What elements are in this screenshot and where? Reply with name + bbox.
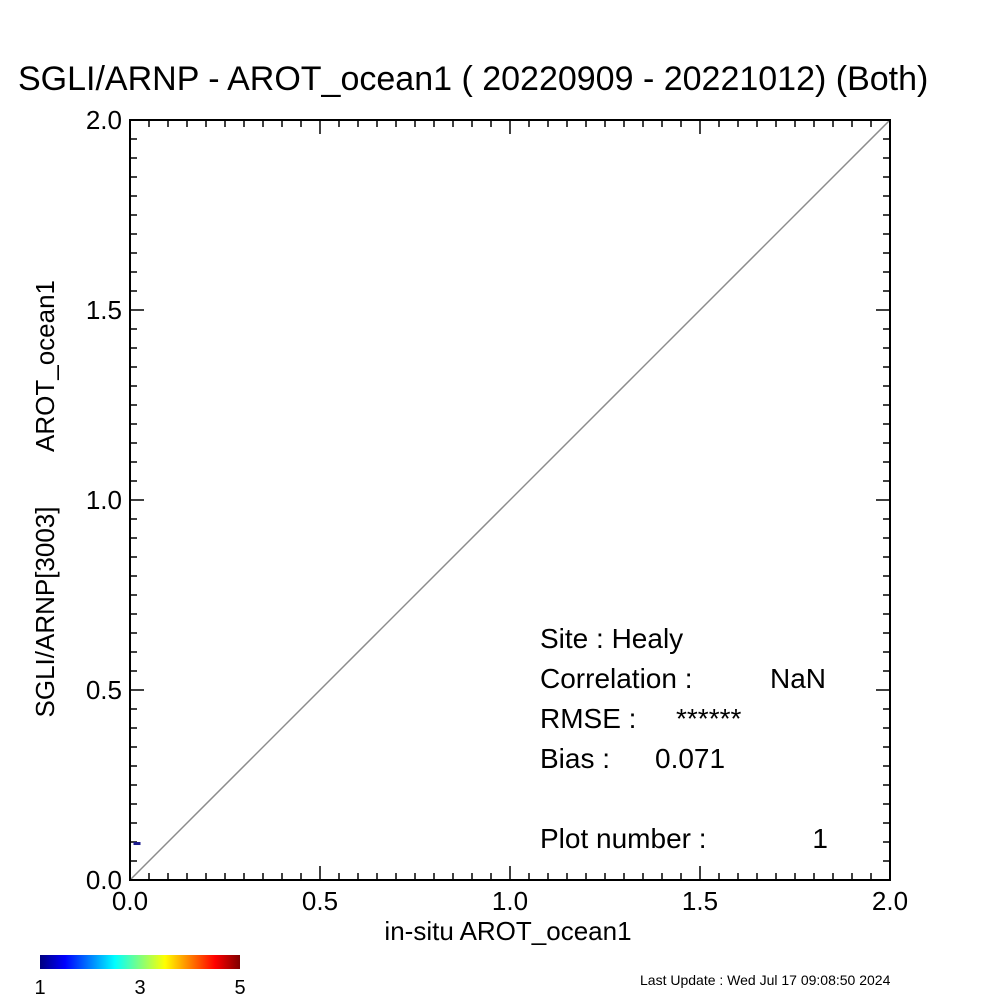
colorbar	[40, 955, 240, 969]
colorbar-mid-label: 3	[134, 977, 145, 999]
x-tick-label: 1.5	[682, 886, 718, 916]
last-update-text: Last Update : Wed Jul 17 09:08:50 2024	[640, 972, 891, 988]
stats-plot-number-label: Plot number :	[540, 823, 707, 854]
y-tick-label: 2.0	[86, 105, 122, 135]
chart-title: SGLI/ARNP - AROT_ocean1 ( 20220909 - 202…	[18, 60, 928, 98]
data-points	[133, 842, 141, 846]
stats-rmse-value: ******	[676, 703, 741, 734]
y-tick-label: 1.0	[86, 485, 122, 515]
x-tick-label: 0.5	[302, 886, 338, 916]
x-axis-label: in-situ AROT_ocean1	[384, 916, 631, 946]
y-tick-label: 1.5	[86, 295, 122, 325]
stats-annotation: Site : Healy Correlation : NaN RMSE : **…	[540, 623, 828, 854]
y-tick-labels: 0.0 0.5 1.0 1.5 2.0	[86, 105, 122, 895]
colorbar-max-label: 5	[234, 977, 245, 999]
stats-correlation-value: NaN	[770, 663, 826, 694]
data-point	[133, 842, 141, 846]
axis-ticks	[129, 119, 891, 881]
y-tick-label: 0.0	[86, 865, 122, 895]
stats-plot-number-value: 1	[812, 823, 828, 854]
one-to-one-reference-line	[129, 119, 891, 881]
x-tick-label: 0.0	[112, 886, 148, 916]
stats-bias-label: Bias :	[540, 743, 610, 774]
y-axis-label-line1: SGLI/ARNP[3003]	[30, 507, 60, 718]
colorbar-min-label: 1	[34, 977, 45, 999]
y-axis-label-line2: AROT_ocean1	[30, 280, 60, 452]
plot-frame	[129, 119, 891, 881]
stats-site: Site : Healy	[540, 623, 683, 654]
x-tick-labels: 0.0 0.5 1.0 1.5 2.0	[112, 886, 908, 916]
stats-bias-value: 0.071	[655, 743, 725, 774]
y-tick-label: 0.5	[86, 675, 122, 705]
x-tick-label: 1.0	[492, 886, 528, 916]
stats-rmse-label: RMSE :	[540, 703, 636, 734]
x-tick-label: 2.0	[872, 886, 908, 916]
stats-correlation-label: Correlation :	[540, 663, 693, 694]
